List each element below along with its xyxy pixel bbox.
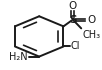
Text: O: O (69, 1, 77, 10)
Text: CH₃: CH₃ (82, 30, 100, 40)
Text: Cl: Cl (71, 42, 80, 52)
Text: O: O (87, 15, 95, 25)
Text: H₂N: H₂N (9, 52, 28, 62)
Text: S: S (69, 15, 77, 25)
